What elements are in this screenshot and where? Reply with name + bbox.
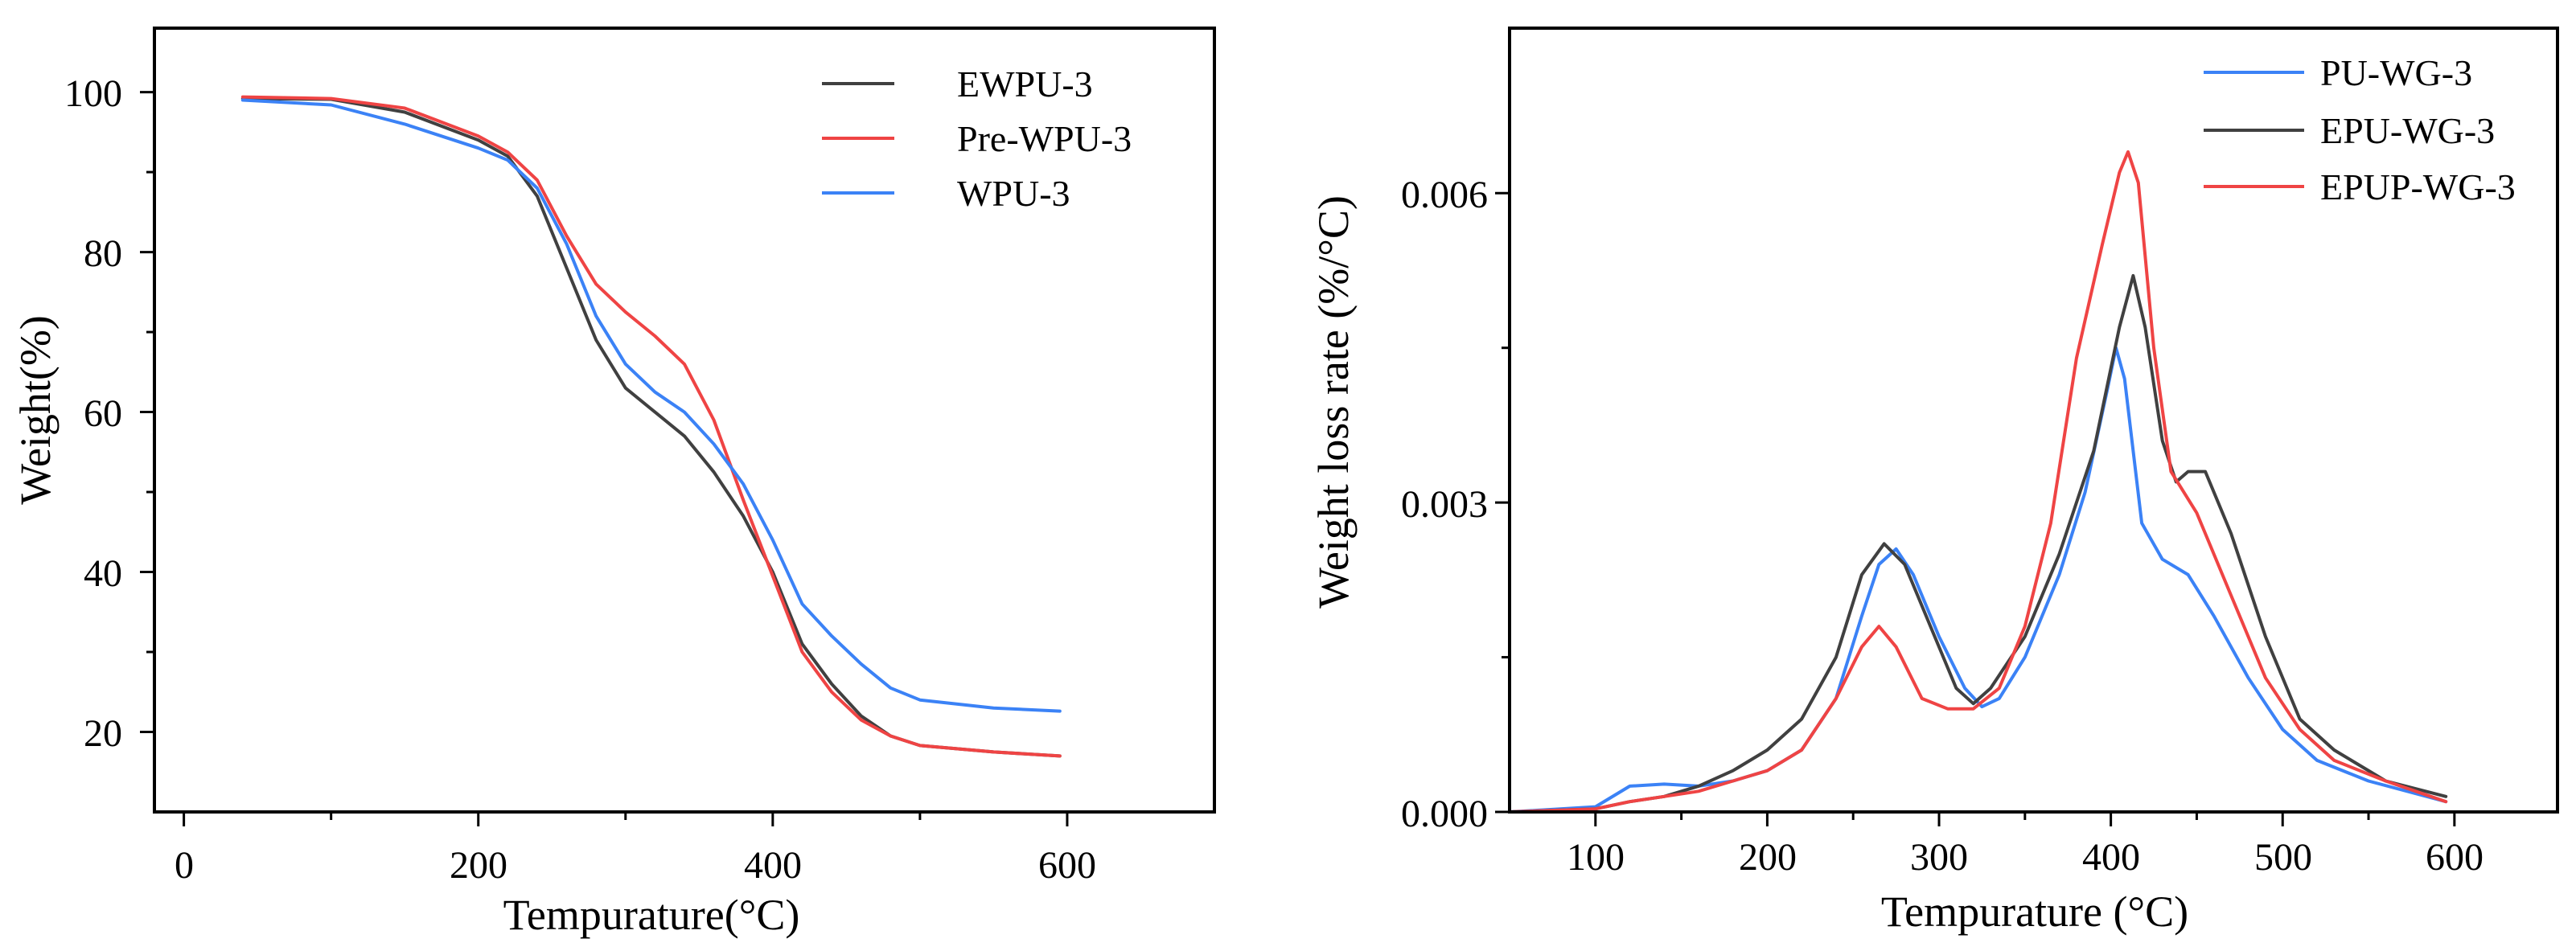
dtg-xtick-label: 100 [1567,836,1625,879]
dtg-series-line-epu-wg-3 [1508,273,2448,814]
tga-xtick-label: 400 [744,844,802,887]
tga-series-line-pre-wpu-3 [240,95,1062,758]
dtg-series-line-pu-wg-3 [1508,346,2448,814]
dtg-legend-label: PU-WG-3 [2320,52,2472,93]
dtg-axis-ticks [1495,191,2456,826]
dtg-ytick-label: 0.006 [1401,174,1488,216]
tga-ytick-label: 60 [84,392,122,435]
tga-series-line-ewpu-3 [240,96,1062,758]
tga-weight-chart: 100 80 60 40 20 0 200 400 600 Tempuratur… [11,27,1216,939]
dtg-legend: PU-WG-3 EPU-WG-3 EPUP-WG-3 [2204,52,2516,207]
tga-series-line-wpu-3 [240,98,1062,713]
dtg-series-line-epup-wg-3 [1508,150,2448,814]
tga-xtick-label: 0 [175,844,194,887]
dtg-ytick-label: 0.000 [1401,793,1488,835]
dtg-rate-chart: 0.006 0.003 0.000 100 200 300 400 500 60… [1309,27,2559,936]
tga-axis-ticks [140,91,1069,826]
dtg-xtick-label: 200 [1739,836,1797,879]
tga-x-axis-title: Tempurature(°C) [503,891,800,939]
dtg-x-axis-title: Tempurature (°C) [1881,887,2188,936]
dtg-plot-frame [1508,27,2559,814]
tga-ytick-label: 80 [84,232,122,275]
dtg-y-axis-title: Weight loss rate (%/°C) [1309,195,1358,609]
tga-plot-frame [153,27,1216,814]
dtg-xtick-label: 300 [1910,836,1968,879]
tga-xtick-label: 600 [1038,844,1096,887]
tga-legend-label: WPU-3 [957,173,1070,214]
dtg-xtick-label: 600 [2426,836,2484,879]
dtg-xtick-label: 500 [2254,836,2312,879]
tga-y-axis-title: Weight(%) [11,315,60,505]
tga-ytick-label: 100 [64,72,122,115]
tga-ytick-label: 20 [84,712,122,755]
tga-ytick-label: 40 [84,552,122,595]
dtg-ytick-label: 0.003 [1401,483,1488,526]
dtg-xtick-label: 400 [2082,836,2140,879]
tga-xtick-label: 200 [450,844,507,887]
dtg-legend-label: EPUP-WG-3 [2320,166,2516,207]
tga-series-lines [240,95,1062,758]
tga-legend: EWPU-3 Pre-WPU-3 WPU-3 [822,64,1132,214]
tga-legend-label: EWPU-3 [957,64,1093,105]
dtg-legend-label: EPU-WG-3 [2320,110,2495,151]
dtg-series-lines [1508,150,2448,814]
tga-legend-label: Pre-WPU-3 [957,118,1132,159]
